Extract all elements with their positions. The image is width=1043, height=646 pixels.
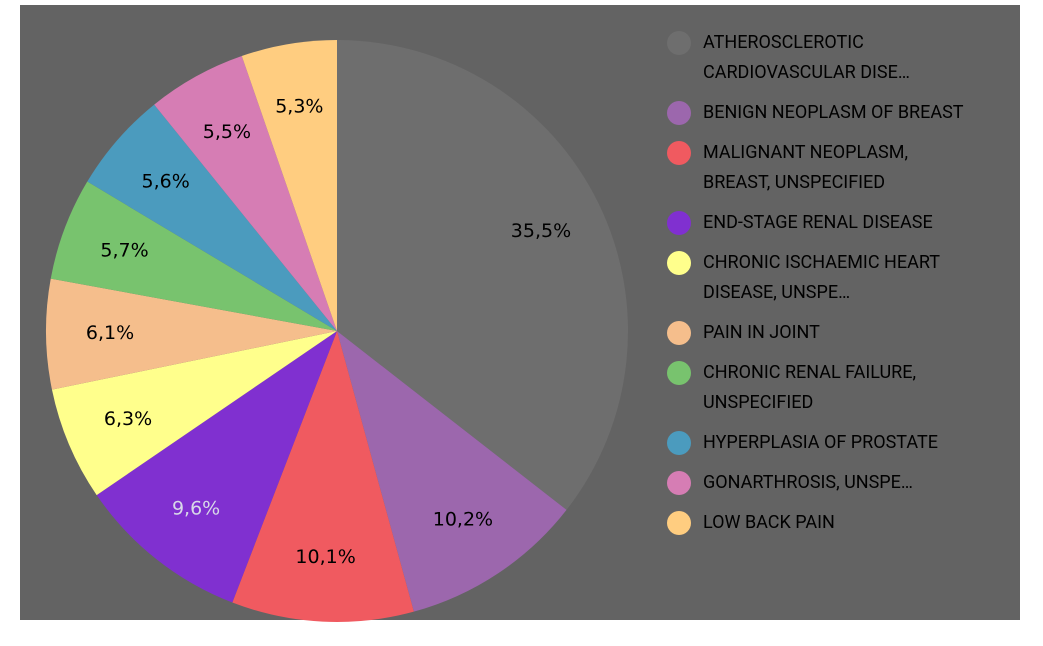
slice-label: 9,6% xyxy=(172,497,220,519)
legend-item: PAIN IN JOINT xyxy=(667,318,1007,348)
legend-label: BENIGN NEOPLASM OF BREAST xyxy=(703,102,964,123)
legend-label: LOW BACK PAIN xyxy=(703,512,835,533)
slice-label: 5,7% xyxy=(100,240,148,262)
legend-swatch xyxy=(667,511,691,535)
pie-slice xyxy=(50,181,338,331)
legend-item: LOW BACK PAIN xyxy=(667,508,1007,538)
legend-swatch xyxy=(667,101,691,125)
legend-label: HYPERPLASIA OF PROSTATE xyxy=(703,432,938,453)
legend-swatch xyxy=(667,361,691,385)
slice-label: 10,1% xyxy=(295,546,355,568)
legend-swatch xyxy=(667,251,691,275)
slice-label: 6,1% xyxy=(86,322,134,344)
legend-label: GONARTHROSIS, UNSPE… xyxy=(703,472,913,493)
legend-item: CHRONIC ISCHAEMIC HEART DISEASE, UNSPE… xyxy=(667,248,1007,308)
pie-slice xyxy=(337,331,567,612)
legend-label: ATHEROSCLEROTIC CARDIOVASCULAR DISE… xyxy=(703,32,910,83)
pie-slice xyxy=(241,40,337,331)
legend-label: END-STAGE RENAL DISEASE xyxy=(703,212,933,233)
legend-label: CHRONIC RENAL FAILURE, UNSPECIFIED xyxy=(703,362,917,413)
legend-swatch xyxy=(667,471,691,495)
legend-label: MALIGNANT NEOPLASM, BREAST, UNSPECIFIED xyxy=(703,142,909,193)
legend-swatch xyxy=(667,211,691,235)
slice-label: 5,6% xyxy=(142,171,190,193)
legend-item: CHRONIC RENAL FAILURE, UNSPECIFIED xyxy=(667,358,1007,418)
slice-label: 5,5% xyxy=(203,121,251,143)
pie-slice xyxy=(232,331,414,622)
legend: ATHEROSCLEROTIC CARDIOVASCULAR DISE… BENI… xyxy=(667,28,1007,548)
pie-slice xyxy=(337,40,628,510)
slice-label: 35,5% xyxy=(511,220,571,242)
legend-item: ATHEROSCLEROTIC CARDIOVASCULAR DISE… xyxy=(667,28,1007,88)
pie-slice xyxy=(87,104,337,331)
legend-label: PAIN IN JOINT xyxy=(703,322,820,343)
legend-swatch xyxy=(667,31,691,55)
legend-item: HYPERPLASIA OF PROSTATE xyxy=(667,428,1007,458)
legend-item: MALIGNANT NEOPLASM, BREAST, UNSPECIFIED xyxy=(667,138,1007,198)
slice-label: 6,3% xyxy=(104,408,152,430)
slice-label: 10,2% xyxy=(433,508,493,530)
pie-slice xyxy=(46,278,337,390)
slice-label: 5,3% xyxy=(275,96,323,118)
legend-item: END-STAGE RENAL DISEASE xyxy=(667,208,1007,238)
legend-item: GONARTHROSIS, UNSPE… xyxy=(667,468,1007,498)
legend-item: BENIGN NEOPLASM OF BREAST xyxy=(667,98,1007,128)
legend-label: CHRONIC ISCHAEMIC HEART DISEASE, UNSPE… xyxy=(703,252,940,303)
pie-slice xyxy=(154,56,337,331)
legend-swatch xyxy=(667,321,691,345)
pie-slice xyxy=(51,331,338,496)
legend-swatch xyxy=(667,141,691,165)
legend-swatch xyxy=(667,431,691,455)
pie-slice xyxy=(96,331,337,603)
